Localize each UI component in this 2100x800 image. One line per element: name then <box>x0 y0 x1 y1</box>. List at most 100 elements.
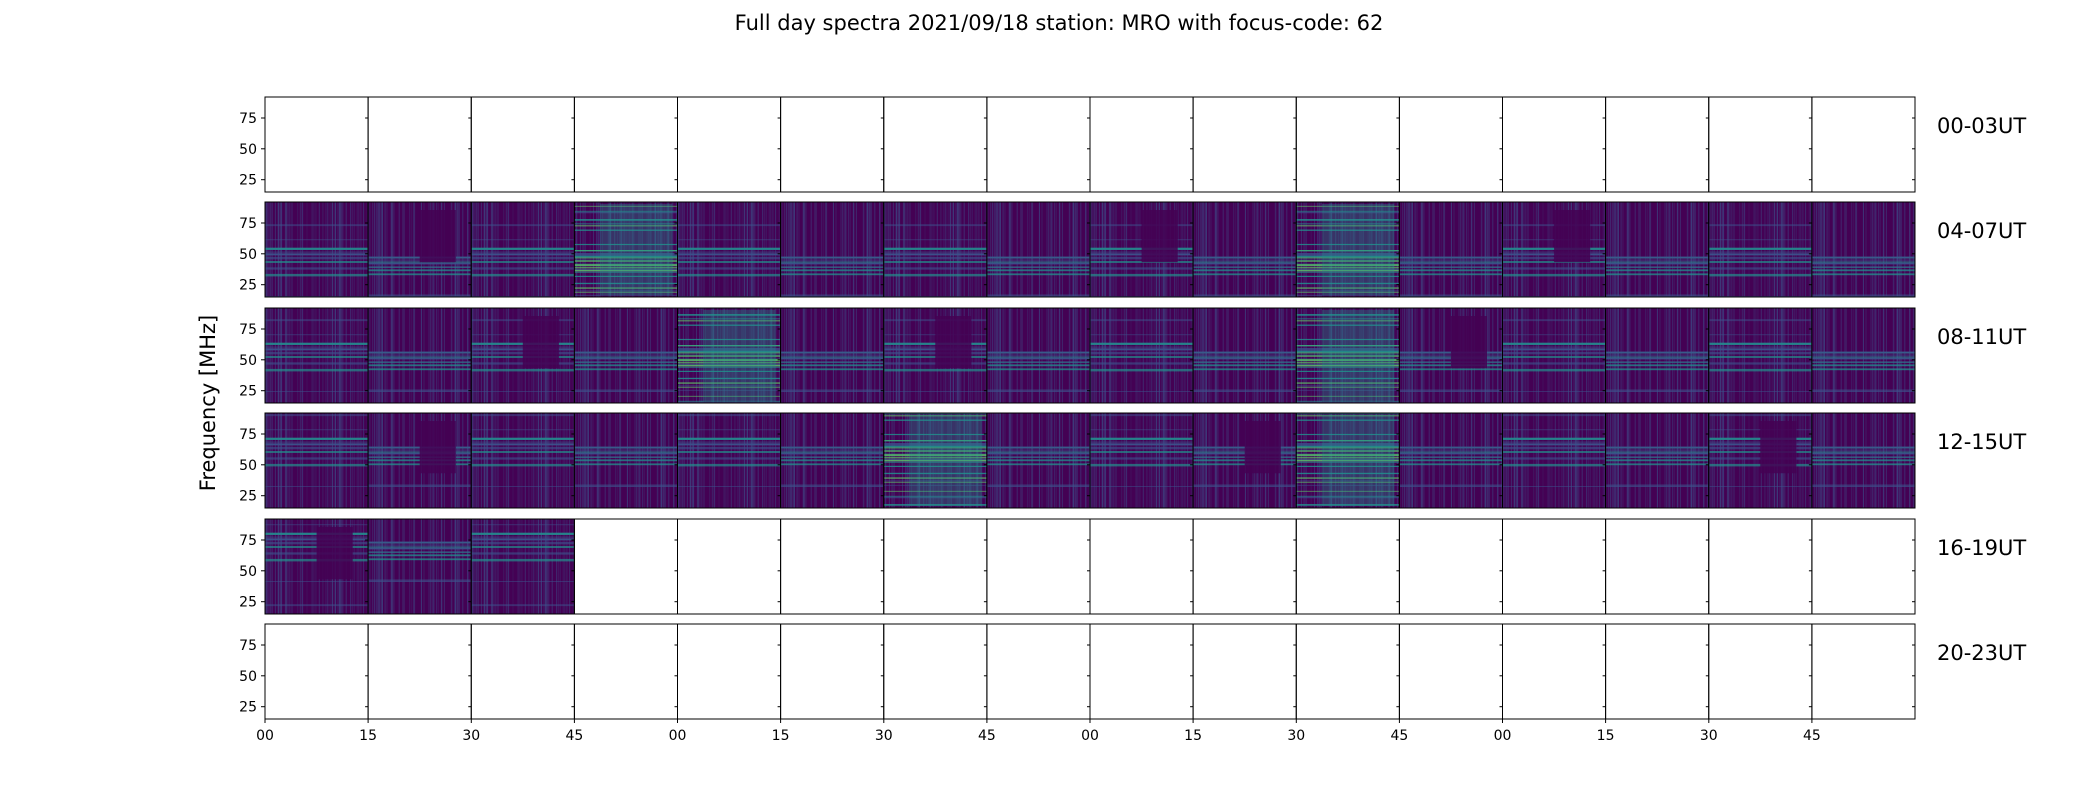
spectrum-panel <box>573 518 679 615</box>
spectrum-image <box>883 413 987 508</box>
x-tick-label: 45 <box>565 728 583 744</box>
spectrum-panel <box>1502 201 1607 298</box>
spectrum-panel <box>1708 623 1813 720</box>
panel-frame <box>1811 201 1916 298</box>
y-tick-label: 25 <box>239 173 257 189</box>
spectrum-image <box>1605 202 1709 297</box>
y-tick-label: 50 <box>239 142 257 158</box>
panel-frame <box>1295 96 1400 193</box>
spectrum-panel <box>1605 307 1710 404</box>
x-tick-label: 15 <box>1184 728 1202 744</box>
panel-frame <box>1295 623 1400 720</box>
chart-title: Full day spectra 2021/09/18 station: MRO… <box>735 11 1384 35</box>
panel-frame <box>470 623 575 720</box>
spectrum-panel <box>1192 307 1297 404</box>
quiet-block <box>1450 316 1487 369</box>
spectrum-panel <box>573 201 679 298</box>
y-tick-label: 25 <box>239 278 257 294</box>
spectrum-panel <box>264 307 369 404</box>
spectrum-panel <box>367 96 472 193</box>
spectrum-image <box>265 308 369 403</box>
emission-block <box>909 415 982 506</box>
spectrum-panel <box>1295 201 1400 298</box>
spectrum-image <box>265 413 369 508</box>
panel-frame <box>986 623 1091 720</box>
spectrum-image <box>677 308 781 403</box>
spectrum-panel <box>1605 412 1710 509</box>
spectrum-image <box>780 308 884 403</box>
panel-frame <box>573 518 679 615</box>
spectrum-panel <box>883 201 988 298</box>
emission-block <box>600 204 673 295</box>
spectrum-panel <box>780 623 885 720</box>
x-tick-label: 15 <box>1597 728 1615 744</box>
row-time-label: 20-23UT <box>1937 641 2026 665</box>
spectra-row: 25 50 75 04-07UT <box>239 201 2026 298</box>
spectrum-image <box>1296 413 1400 508</box>
spectrum-image <box>1708 202 1812 297</box>
row-time-label: 00-03UT <box>1937 114 2026 138</box>
spectrum-panel <box>573 307 679 404</box>
spectrum-panel <box>1295 307 1400 404</box>
spectrum-panel <box>883 518 988 615</box>
spectrum-panel <box>1089 96 1194 193</box>
spectrum-panel <box>367 307 472 404</box>
panel-frame <box>1605 518 1710 615</box>
quiet-block <box>1244 421 1281 474</box>
spectrum-image <box>368 308 472 403</box>
spectrum-panel <box>677 623 782 720</box>
spectrum-panel <box>883 307 988 404</box>
x-tick-label: 30 <box>1700 728 1718 744</box>
spectrum-panel <box>470 623 575 720</box>
panel-frame <box>573 96 679 193</box>
quiet-block <box>419 210 456 263</box>
spectrum-image <box>1811 413 1915 508</box>
x-tick-label: 00 <box>669 728 687 744</box>
y-tick-label: 75 <box>239 216 257 232</box>
spectrum-image <box>780 413 884 508</box>
panel-frame <box>1089 96 1194 193</box>
spectrum-panel <box>780 518 885 615</box>
spectrum-image <box>883 202 987 297</box>
spectrum-panel <box>986 623 1091 720</box>
panel-frame <box>780 623 885 720</box>
spectrum-image <box>574 413 678 508</box>
spectrum-image <box>1605 413 1709 508</box>
spectrum-panel <box>1502 412 1607 509</box>
spectrum-image <box>1502 308 1606 403</box>
spectrum-panel <box>1398 412 1504 509</box>
spectrum-panel <box>1811 623 1916 720</box>
spectrum-panel <box>1295 518 1400 615</box>
spectrum-panel <box>1398 518 1504 615</box>
panel-frame <box>883 96 988 193</box>
panel-frame <box>1605 96 1710 193</box>
spectrum-panel <box>986 307 1091 404</box>
x-tick-label: 15 <box>359 728 377 744</box>
spectrum-image <box>368 519 472 614</box>
spectrum-panel <box>264 96 369 193</box>
spectra-row: 25 50 75 00-03UT <box>239 96 2026 193</box>
spectrum-panel <box>573 623 679 720</box>
spectrum-panel <box>470 96 575 193</box>
panel-frame <box>1398 623 1504 720</box>
panel-frame <box>780 96 885 193</box>
panel-frame <box>1708 96 1813 193</box>
spectrum-panel <box>1295 623 1400 720</box>
spectrum-image <box>471 202 575 297</box>
y-tick-label: 75 <box>239 111 257 127</box>
panel-frame <box>1605 623 1710 720</box>
x-axis-ticks: 00 15 30 45 00 15 30 45 00 15 30 45 00 15 30 45 <box>256 719 1821 744</box>
spectrum-panel <box>367 201 472 298</box>
panel-frame <box>1708 518 1813 615</box>
spectrum-image <box>1296 202 1400 297</box>
y-tick-label: 50 <box>239 458 257 474</box>
spectrum-panel <box>367 623 472 720</box>
spectrum-panel <box>883 412 988 509</box>
y-tick-label: 25 <box>239 384 257 400</box>
panel-frame <box>1811 412 1916 509</box>
panel-frame <box>1192 518 1297 615</box>
spectrum-panel <box>677 518 782 615</box>
spectrum-panel <box>1398 201 1504 298</box>
panel-frame <box>883 518 988 615</box>
